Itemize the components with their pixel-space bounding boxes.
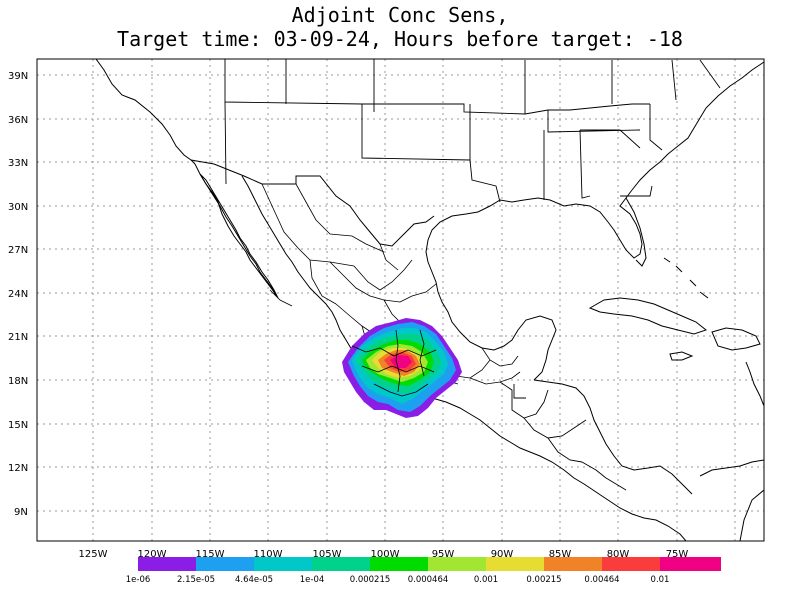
colorbar-label: 0.01 xyxy=(651,575,670,585)
border-us-mexico xyxy=(190,159,435,247)
lat-label: 21N xyxy=(8,332,28,343)
coastline-gulf xyxy=(425,61,764,381)
colorbar-swatch xyxy=(486,557,544,571)
colorbar-label: 0.001 xyxy=(474,575,498,585)
colorbar: 1e-06 2.15e-05 4.64e-05 1e-04 0.000215 0… xyxy=(126,557,721,585)
colorbar-label: 1e-04 xyxy=(300,575,325,585)
longitude-labels: 125W 120W 115W 110W 105W 100W 95W 90W 85… xyxy=(79,549,689,560)
lon-label: 125W xyxy=(79,549,108,560)
lat-label: 15N xyxy=(8,420,28,431)
colorbar-label: 4.64e-05 xyxy=(235,575,273,585)
lat-label: 18N xyxy=(8,376,28,387)
map-frame xyxy=(36,58,765,542)
lon-label: 85W xyxy=(549,549,572,560)
coastline-florida xyxy=(625,197,647,267)
lat-label: 39N xyxy=(8,71,28,82)
lon-label: 80W xyxy=(607,549,630,560)
island-cuba xyxy=(588,297,708,335)
coastline-central-america xyxy=(533,379,693,495)
central-america-borders xyxy=(499,381,627,491)
lat-label: 33N xyxy=(8,158,28,169)
coastline-south-america xyxy=(699,459,764,541)
colorbar-label: 1e-06 xyxy=(126,575,151,585)
contour-level-10 xyxy=(390,355,412,368)
map-title: Adjoint Conc Sens, xyxy=(291,3,509,27)
colorbar-swatch xyxy=(544,557,602,571)
colorbar-swatch xyxy=(138,557,196,571)
islands-bahamas xyxy=(663,257,709,299)
lat-label: 36N xyxy=(8,115,28,126)
graticule xyxy=(37,59,764,541)
island-jamaica xyxy=(669,351,694,361)
lat-label: 9N xyxy=(14,507,28,518)
colorbar-swatch xyxy=(254,557,312,571)
colorbar-swatch xyxy=(196,557,254,571)
lat-label: 12N xyxy=(8,463,28,474)
lon-label: 75W xyxy=(666,549,689,560)
lon-label: 90W xyxy=(491,549,514,560)
colorbar-label: 0.000464 xyxy=(408,575,449,585)
map-subtitle: Target time: 03-09-24, Hours before targ… xyxy=(117,27,683,51)
colorbar-label: 0.00215 xyxy=(526,575,561,585)
colorbar-label: 2.15e-05 xyxy=(177,575,215,585)
lon-label: 115W xyxy=(196,549,225,560)
latitude-labels: 39N 36N 33N 30N 27N 24N 21N 18N 15N 12N … xyxy=(8,71,28,518)
lon-label: 95W xyxy=(432,549,455,560)
colorbar-swatch xyxy=(312,557,370,571)
colorbar-swatch xyxy=(370,557,428,571)
sensitivity-plume xyxy=(342,318,462,418)
island-hispaniola xyxy=(711,327,761,351)
lon-label: 120W xyxy=(138,549,167,560)
lon-label: 105W xyxy=(313,549,342,560)
colorbar-swatch xyxy=(428,557,486,571)
state-borders xyxy=(224,59,721,203)
colorbar-swatch xyxy=(660,557,721,571)
islands-antilles xyxy=(745,361,764,407)
colorbar-label: 0.000215 xyxy=(350,575,391,585)
lat-label: 27N xyxy=(8,245,28,256)
colorbar-swatch xyxy=(602,557,660,571)
colorbar-label: 0.00464 xyxy=(584,575,619,585)
lon-label: 110W xyxy=(254,549,283,560)
lon-label: 100W xyxy=(371,549,400,560)
lat-label: 24N xyxy=(8,289,28,300)
lat-label: 30N xyxy=(8,202,28,213)
